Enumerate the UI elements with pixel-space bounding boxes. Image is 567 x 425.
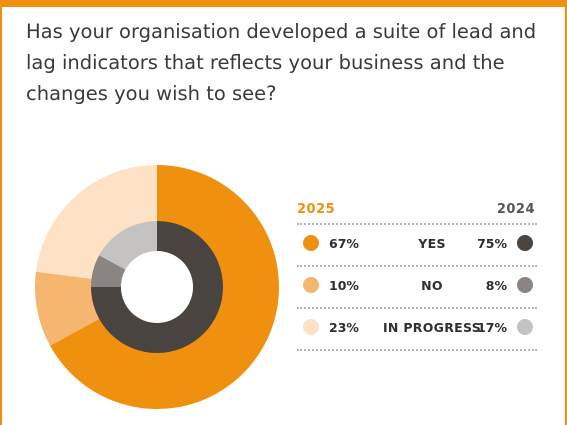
slice-2024-in-progress	[99, 221, 157, 270]
legend-value-2024-in-progress: 17%	[477, 320, 507, 335]
legend-dot-2025-yes	[303, 235, 319, 251]
donut-chart	[34, 165, 280, 409]
donut-hole	[121, 251, 193, 323]
legend-dot-2024-no	[517, 277, 533, 293]
legend-label-in-progress: IN PROGRESS	[382, 320, 482, 335]
legend-year-2025: 2025	[297, 202, 336, 217]
legend-year-2024: 2024	[496, 202, 535, 217]
legend-row-no: 10% NO 8%	[297, 273, 537, 301]
legend-row-yes: 67% YES 75%	[297, 231, 537, 259]
legend-dot-2025-no	[303, 277, 319, 293]
legend-divider	[297, 223, 537, 225]
legend-label-yes: YES	[418, 236, 446, 251]
top-accent-border	[0, 0, 567, 7]
legend-value-2025-yes: 67%	[329, 236, 359, 251]
legend-divider	[297, 349, 537, 351]
legend-row-in-progress: 23% IN PROGRESS 17%	[297, 315, 537, 343]
legend-divider	[297, 265, 537, 267]
left-accent-border	[0, 0, 2, 425]
legend-value-2025-no: 10%	[329, 278, 359, 293]
legend-dot-2024-yes	[517, 235, 533, 251]
right-accent-border	[565, 0, 567, 425]
slice-2024-yes	[91, 221, 223, 353]
legend-dot-2024-in-progress	[517, 319, 533, 335]
legend-value-2024-yes: 75%	[477, 236, 507, 251]
legend-dot-2025-in-progress	[303, 319, 319, 335]
legend-label-no: NO	[421, 278, 443, 293]
question-title: Has your organisation developed a suite …	[26, 20, 537, 105]
slice-2024-no	[91, 255, 126, 287]
legend-value-2024-no: 8%	[485, 278, 507, 293]
legend-value-2025-in-progress: 23%	[329, 320, 359, 335]
legend-divider	[297, 307, 537, 309]
